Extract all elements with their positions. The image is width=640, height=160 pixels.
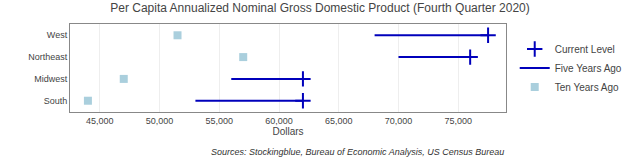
svg-text:South: South bbox=[44, 96, 68, 106]
svg-text:70,000: 70,000 bbox=[385, 116, 413, 126]
svg-text:55,000: 55,000 bbox=[206, 116, 234, 126]
svg-text:Midwest: Midwest bbox=[34, 74, 68, 84]
svg-text:Ten Years Ago: Ten Years Ago bbox=[555, 82, 619, 93]
svg-text:Five Years Ago: Five Years Ago bbox=[555, 63, 622, 74]
svg-text:50,000: 50,000 bbox=[146, 116, 174, 126]
svg-text:Current Level: Current Level bbox=[555, 44, 615, 55]
svg-text:Dollars: Dollars bbox=[272, 126, 303, 137]
svg-text:65,000: 65,000 bbox=[325, 116, 353, 126]
svg-text:West: West bbox=[47, 30, 68, 40]
svg-text:Sources: Stockingblue, Bureau: Sources: Stockingblue, Bureau of Economi… bbox=[211, 147, 504, 157]
svg-text:75,000: 75,000 bbox=[444, 116, 472, 126]
svg-text:Northeast: Northeast bbox=[28, 52, 68, 62]
svg-text:Per Capita Annualized Nominal: Per Capita Annualized Nominal Gross Dome… bbox=[110, 1, 530, 15]
svg-text:60,000: 60,000 bbox=[265, 116, 293, 126]
svg-text:45,000: 45,000 bbox=[86, 116, 114, 126]
